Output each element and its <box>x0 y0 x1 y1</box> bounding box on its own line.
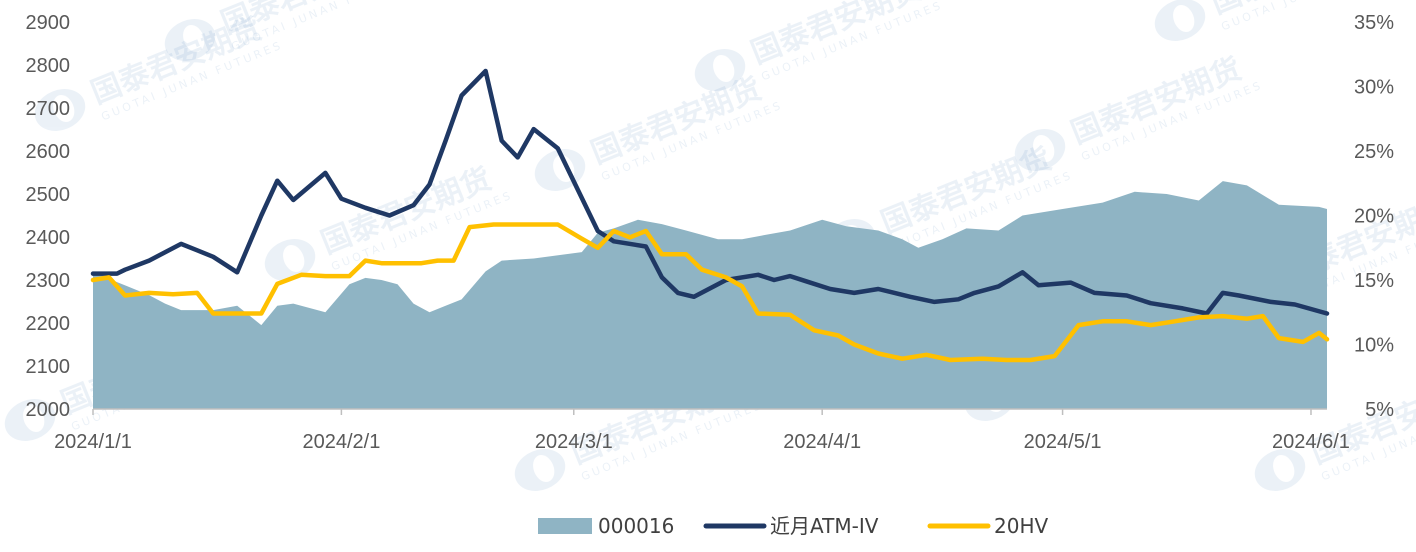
x-tick-label: 2024/2/1 <box>302 431 380 453</box>
axis-layer <box>92 408 1327 415</box>
x-tick-label: 2024/4/1 <box>783 431 861 453</box>
legend-label: 000016 <box>598 514 674 538</box>
left-tick-label: 2800 <box>26 55 71 77</box>
left-tick-label: 2600 <box>26 141 71 163</box>
left-tick-label: 2900 <box>26 12 71 34</box>
legend-item: 000016 <box>538 514 674 538</box>
legend: 000016 近月ATM-IV 20HV <box>538 514 1048 538</box>
right-tick-label: 5% <box>1365 399 1394 421</box>
right-tick-label: 10% <box>1354 335 1394 357</box>
legend-item: 近月ATM-IV <box>703 514 879 538</box>
legend-item: 20HV <box>927 514 1048 538</box>
right-axis-ticks: 5% 10% 15% 20% 25% 30% 35% <box>1354 12 1394 421</box>
series-line-20hv <box>90 222 1330 363</box>
series-000016-area <box>93 181 1327 409</box>
x-tick-label: 2024/6/1 <box>1272 431 1350 453</box>
left-axis-ticks: 2000 2100 2200 2300 2400 2500 2600 2700 2800 2900 <box>26 12 71 421</box>
right-tick-label: 20% <box>1354 206 1394 228</box>
left-tick-label: 2700 <box>26 98 71 120</box>
right-tick-label: 15% <box>1354 270 1394 292</box>
left-tick-label: 2100 <box>26 356 71 378</box>
left-tick-label: 2400 <box>26 227 71 249</box>
x-tick-label: 2024/1/1 <box>54 431 132 453</box>
left-tick-label: 2300 <box>26 270 71 292</box>
left-tick-label: 2000 <box>26 399 71 421</box>
x-tick-label: 2024/3/1 <box>535 431 613 453</box>
legend-label: 近月ATM-IV <box>770 514 879 538</box>
left-tick-label: 2200 <box>26 313 71 335</box>
right-tick-label: 25% <box>1354 141 1394 163</box>
left-tick-label: 2500 <box>26 184 71 206</box>
legend-label: 20HV <box>994 514 1048 538</box>
svg-text:国泰君安期货: 国泰君安期货 <box>746 0 926 71</box>
area-series-layer <box>93 181 1327 409</box>
x-tick-label: 2024/5/1 <box>1024 431 1102 453</box>
x-axis-ticks: 2024/1/1 2024/2/1 2024/3/1 2024/4/1 2024/5/1… <box>54 431 1350 453</box>
line-series-layer <box>90 68 1330 363</box>
series-line-atm-iv <box>90 68 1330 316</box>
right-tick-label: 35% <box>1354 12 1394 34</box>
right-tick-label: 30% <box>1354 77 1394 99</box>
legend-swatch-area <box>538 518 592 534</box>
